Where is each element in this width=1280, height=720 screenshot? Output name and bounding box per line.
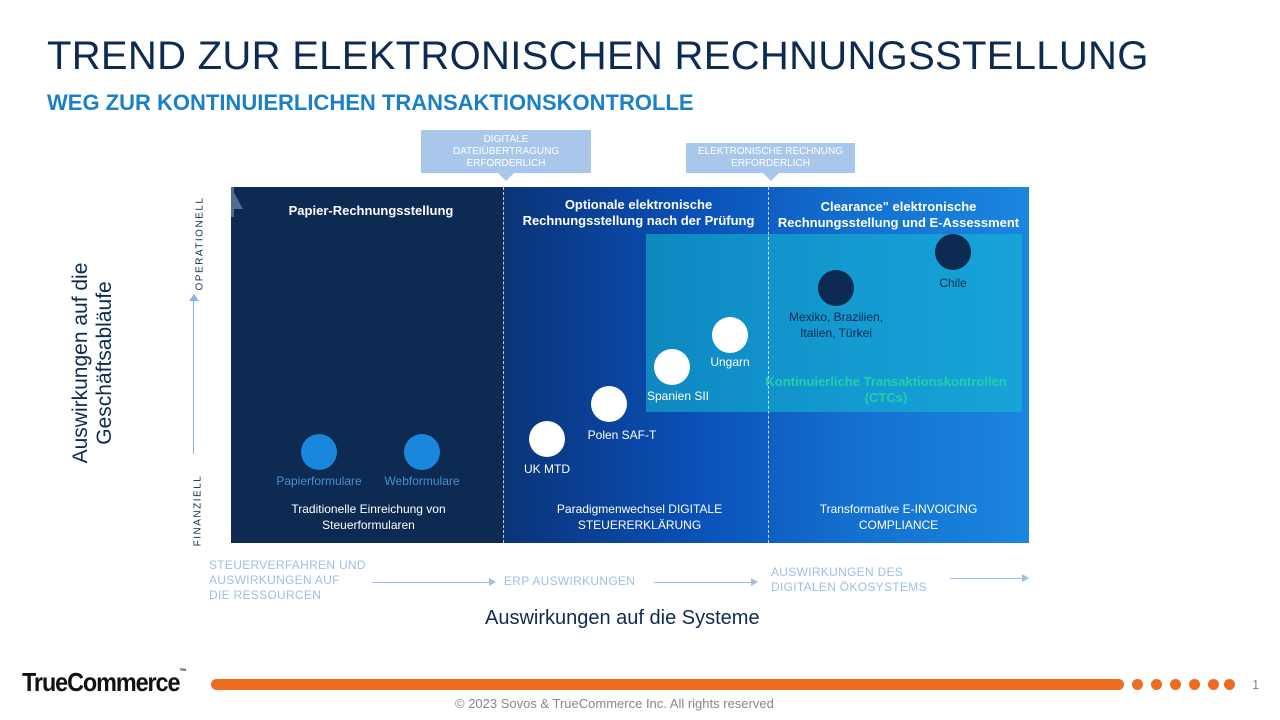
x-axis-arrow-2 <box>654 578 758 586</box>
section-divider-1 <box>503 187 504 543</box>
point-mexiko-group-label: Mexiko, Brazilien, Italien, Türkei <box>788 310 884 340</box>
y-axis-arrow-line <box>193 298 194 454</box>
footer-dot <box>1151 679 1162 690</box>
section-clearance-footer: Transformative E-INVOICING COMPLIANCE <box>819 502 978 532</box>
callout-digital-file-transfer: DIGITALE DATEIÜBERTRAGUNG ERFORDERLICH <box>421 130 591 181</box>
callout-e-invoice-required-text: ELEKTRONISCHE RECHNUNG ERFORDERLICH <box>697 146 844 169</box>
x-axis-arrow-3 <box>950 574 1029 582</box>
point-papierformulare-label: Papierformulare <box>276 474 362 488</box>
x-axis-title: Auswirkungen auf die Systeme <box>485 607 760 629</box>
x-stage-tax-procedures: STEUERVERFAHREN UND AUSWIRKUNGEN AUF DIE… <box>209 558 366 602</box>
section-optional-header: Optionale elektronische Rechnungsstellun… <box>522 197 755 228</box>
callout-digital-file-transfer-text: DIGITALE DATEIÜBERTRAGUNG ERFORDERLICH <box>452 133 560 169</box>
footer-dot <box>1170 679 1181 690</box>
y-axis-arrow-head <box>189 294 199 301</box>
chart-corner-arrow <box>231 187 243 217</box>
point-spanien-marker <box>654 349 690 385</box>
slide-subtitle: WEG ZUR KONTINUIERLICHEN TRANSAKTIONSKON… <box>47 90 694 115</box>
x-stage-erp-impact: ERP AUSWIRKUNGEN <box>504 574 636 588</box>
point-ungarn-label: Ungarn <box>710 355 750 369</box>
point-polen-label: Polen SAF-T <box>587 428 657 442</box>
point-ungarn-marker <box>712 317 748 353</box>
point-uk-mtd-label: UK MTD <box>524 462 570 476</box>
section-clearance-header: Clearance" elektronische Rechnungsstellu… <box>777 199 1020 230</box>
truecommerce-logo: TrueCommerce™ <box>22 667 187 698</box>
section-optional-footer: Paradigmenwechsel DIGITALE STEUERERKLÄRU… <box>556 502 723 532</box>
point-webformulare-label: Webformulare <box>384 474 460 488</box>
page-number: 1 <box>1252 677 1260 692</box>
point-spanien-label: Spanien SII <box>646 389 710 403</box>
section-divider-2 <box>768 187 769 543</box>
point-uk-mtd-marker <box>529 421 565 457</box>
footer-dot <box>1224 679 1235 690</box>
copyright-notice: © 2023 Sovos & TrueCommerce Inc. All rig… <box>455 696 774 711</box>
section-paper-header: Papier-Rechnungsstellung <box>288 203 454 218</box>
section-paper-footer: Traditionelle Einreichung von Steuerform… <box>291 502 446 532</box>
logo-text: TrueCommerce <box>22 667 180 697</box>
point-chile-marker <box>935 234 971 270</box>
point-webformulare-marker <box>404 434 440 470</box>
x-stage-digital-ecosystem: AUSWIRKUNGEN DES DIGITALEN ÖKOSYSTEMS <box>771 565 927 594</box>
ctc-label: Kontinuierliche Transaktionskontrollen (… <box>765 374 1007 405</box>
point-polen-marker <box>591 386 627 422</box>
slide-title: TREND ZUR ELEKTRONISCHEN RECHNUNGSSTELLU… <box>47 34 1149 78</box>
footer-dot <box>1208 679 1219 690</box>
x-axis-arrow-1 <box>372 578 496 586</box>
footer-dot <box>1189 679 1200 690</box>
footer-dot <box>1132 679 1143 690</box>
point-papierformulare-marker <box>301 434 337 470</box>
maturity-chart: Papier-Rechnungsstellung Optionale elekt… <box>231 187 1029 543</box>
logo-trademark: ™ <box>179 667 186 676</box>
y-axis-title: Auswirkungen auf die Geschäftsabläufe <box>69 262 116 464</box>
point-mexiko-group-marker <box>818 270 854 306</box>
callout-e-invoice-required: ELEKTRONISCHE RECHNUNG ERFORDERLICH <box>686 143 855 181</box>
y-axis-top-label: OPERATIONELL <box>194 196 206 291</box>
point-chile-label: Chile <box>939 276 967 290</box>
y-axis-bottom-label: FINANZIELL <box>192 474 204 547</box>
footer-orange-bar <box>211 679 1124 690</box>
